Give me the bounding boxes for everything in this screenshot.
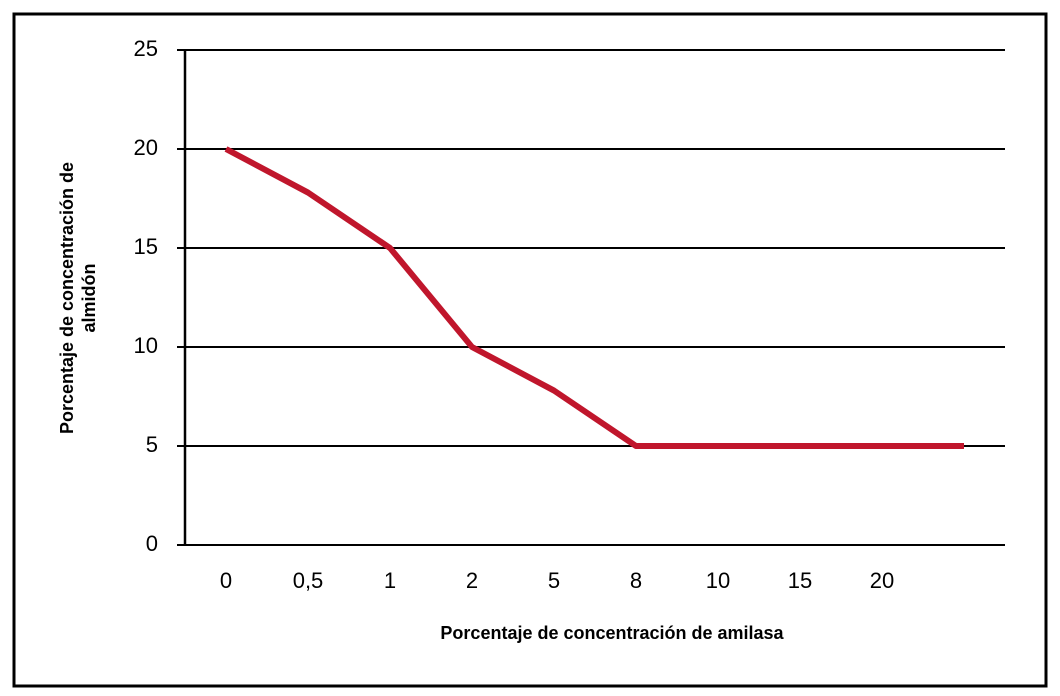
x-tick-label: 0: [220, 568, 232, 593]
x-tick-label: 0,5: [293, 568, 324, 593]
x-tick-label: 2: [466, 568, 478, 593]
x-tick-label: 10: [706, 568, 730, 593]
x-tick-label: 1: [384, 568, 396, 593]
y-tick-label: 15: [134, 234, 158, 259]
y-tick-label: 5: [146, 432, 158, 457]
x-tick-label: 8: [630, 568, 642, 593]
x-tick-label: 15: [788, 568, 812, 593]
y-tick-label: 0: [146, 531, 158, 556]
y-tick-label: 20: [134, 135, 158, 160]
chart-frame: [12, 12, 1048, 688]
y-axis-label: Porcentaje de concentración de: [57, 162, 77, 434]
x-tick-label: 5: [548, 568, 560, 593]
y-tick-label: 10: [134, 333, 158, 358]
data-line: [224, 146, 964, 449]
y-tick-label: 25: [134, 36, 158, 61]
y-axis-label: almidón: [79, 263, 99, 332]
x-axis-label: Porcentaje de concentración de amilasa: [440, 623, 784, 643]
x-tick-label: 20: [870, 568, 894, 593]
